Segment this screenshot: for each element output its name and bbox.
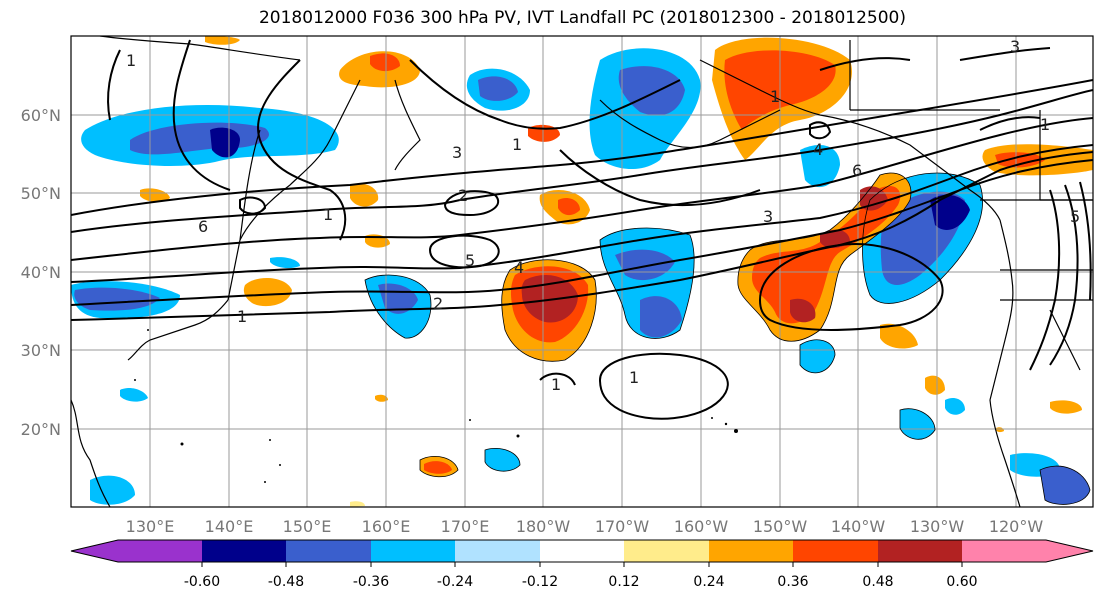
contour-label: 1 — [323, 205, 333, 224]
lon-tick-label: 170°W — [595, 517, 650, 536]
colorbar-swatch — [962, 540, 1046, 562]
colorbar-tick-label: -0.60 — [184, 574, 220, 590]
colorbar-swatch — [540, 540, 624, 562]
shading-outlines — [364, 172, 1091, 505]
lon-tick-label: 150°E — [283, 517, 332, 536]
contour-label: 4 — [813, 140, 823, 159]
contour-label: 6 — [198, 217, 208, 236]
contour-label: 1 — [1040, 115, 1050, 134]
contour-label: 3 — [1010, 37, 1020, 56]
contour-label: 1 — [126, 51, 136, 70]
contour-label: 2 — [433, 294, 443, 313]
contour-label: 5 — [1070, 207, 1080, 226]
lat-tick-label: 30°N — [21, 341, 61, 360]
colorbar-swatch — [793, 540, 878, 562]
colorbar-outline — [70, 539, 1094, 563]
colorbar-swatch — [878, 540, 962, 562]
colorbar-tick-label: 0.12 — [608, 574, 639, 590]
map-frame — [70, 35, 1094, 508]
colorbar: -0.60 -0.48 -0.36 -0.24 -0.12 0.12 0.24 … — [70, 539, 1094, 590]
colorbar-tick-label: -0.48 — [268, 574, 304, 590]
colorbar-swatch — [118, 540, 202, 562]
contour-labels: 1 3 1 2 5 4 2 1 6 1 3 6 4 1 1 1 3 1 5 — [126, 37, 1080, 394]
contour-label: 1 — [770, 87, 780, 106]
latitude-labels: 60°N 50°N 40°N 30°N 20°N — [21, 106, 61, 439]
contour-label: 3 — [452, 143, 462, 162]
lon-tick-label: 160°E — [362, 517, 411, 536]
contour-label: 3 — [763, 207, 773, 226]
colorbar-tick-label: 0.60 — [946, 574, 977, 590]
pv-contours — [71, 39, 1093, 420]
colorbar-tick-label: -0.12 — [522, 574, 558, 590]
lat-tick-label: 40°N — [21, 263, 61, 282]
lon-tick-label: 120°W — [989, 517, 1044, 536]
map-title: 2018012000 F036 300 hPa PV, IVT Landfall… — [258, 8, 906, 28]
map-field-layer: 1 3 1 2 5 4 2 1 6 1 3 6 4 1 1 1 3 1 5 — [71, 36, 1093, 507]
colorbar-tick-label: -0.24 — [437, 574, 473, 590]
contour-label: 4 — [514, 258, 524, 277]
colorbar-tick-label: -0.36 — [353, 574, 389, 590]
colorbar-swatch — [455, 540, 540, 562]
contour-label: 1 — [512, 135, 522, 154]
colorbar-extend-low — [71, 540, 118, 562]
lat-tick-label: 50°N — [21, 184, 61, 203]
colorbar-tick-label: 0.24 — [693, 574, 724, 590]
lon-tick-label: 170°E — [441, 517, 490, 536]
negative-anomaly-shading — [71, 48, 1090, 505]
contour-label: 5 — [465, 251, 475, 270]
colorbar-swatch — [202, 540, 286, 562]
contour-label: 1 — [237, 307, 247, 326]
colorbar-tick-label: 0.36 — [777, 574, 808, 590]
contour-label: 1 — [551, 375, 561, 394]
lon-tick-label: 140°E — [205, 517, 254, 536]
colorbar-extend-high — [1046, 540, 1093, 562]
longitude-labels: 130°E 140°E 150°E 160°E 170°E 180°W 170°… — [126, 517, 1044, 536]
lon-tick-label: 130°E — [126, 517, 175, 536]
contour-label: 6 — [852, 161, 862, 180]
contour-label: 1 — [629, 368, 639, 387]
colorbar-swatch — [624, 540, 709, 562]
colorbar-swatch — [709, 540, 793, 562]
lon-tick-label: 130°W — [910, 517, 965, 536]
colorbar-tick-label: 0.48 — [862, 574, 893, 590]
colorbar-ticks — [201, 562, 963, 567]
lon-tick-label: 180°W — [516, 517, 571, 536]
lon-tick-label: 150°W — [753, 517, 808, 536]
lon-tick-label: 140°W — [831, 517, 886, 536]
lat-tick-label: 60°N — [21, 106, 61, 125]
lat-tick-label: 20°N — [21, 420, 61, 439]
positive-anomaly-shading — [140, 36, 1093, 507]
lon-tick-label: 160°W — [674, 517, 729, 536]
contour-label: 2 — [458, 186, 468, 205]
colorbar-swatch — [286, 540, 371, 562]
colorbar-swatch — [371, 540, 455, 562]
